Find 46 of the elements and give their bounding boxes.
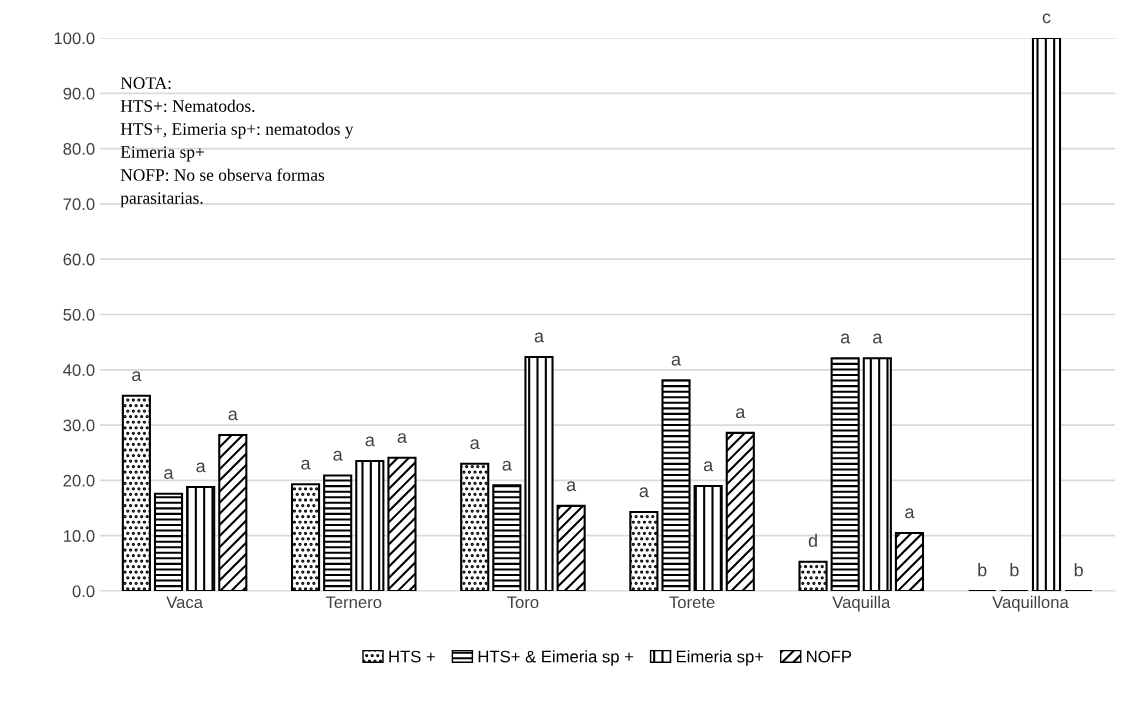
legend-label: NOFP [807,650,852,663]
x-tick-label: Torete [669,596,715,609]
data-label: a [534,332,545,343]
data-label: a [365,436,375,447]
data-label: a [228,410,238,421]
y-tick-label: 40.0 [63,364,95,376]
y-tick-label: 50.0 [63,308,95,321]
data-label: a [840,333,851,344]
data-label: c [1042,13,1051,24]
data-label: a [196,462,206,473]
y-tick-label: 20.0 [63,474,95,487]
data-label: a [132,371,142,382]
y-tick-label: 70.0 [63,198,95,211]
data-label: b [978,563,987,577]
legend-label: HTS+ & Eimeria sp + [478,650,634,666]
data-label: a [736,408,746,419]
y-tick-label: 10.0 [63,530,95,542]
data-label: d [808,533,817,548]
data-label: b [1074,563,1083,577]
data-label: a [502,460,512,471]
y-tick-label: 80.0 [63,143,95,155]
annotation: NOTA: HTS+: Nematodos. HTS+, Eimeria sp+: nematodos y Eimeria sp+ NOFP: No se observa formas parasitarias. [120,77,354,208]
x-tick-label: Vaquillona [992,595,1069,612]
x-tick-label: Ternero [325,596,382,609]
legend-label: Eimeria sp+ [676,650,764,666]
legend-label: HTS + [389,650,435,663]
data-label: b [1010,563,1019,577]
x-tick-label: Vaquilla [832,595,891,612]
data-label: a [703,461,714,472]
y-tick-label: 100.0 [54,32,95,45]
data-label: a [470,439,480,450]
x-tick-label: Vaca [166,596,203,609]
data-label: a [639,487,649,498]
y-tick-label: 30.0 [63,419,95,432]
data-label: a [671,355,682,366]
y-tick-label: 90.0 [63,87,95,100]
data-label: a [164,469,174,479]
data-label: a [397,433,407,444]
data-label: a [333,450,343,461]
data-label: a [301,459,311,470]
y-tick-label: 60.0 [63,253,95,266]
data-label: a [905,508,915,519]
data-label: a [566,481,577,492]
x-tick-label: Toro [507,596,539,609]
data-label: a [873,333,883,344]
y-tick-label: 0.0 [72,585,95,598]
